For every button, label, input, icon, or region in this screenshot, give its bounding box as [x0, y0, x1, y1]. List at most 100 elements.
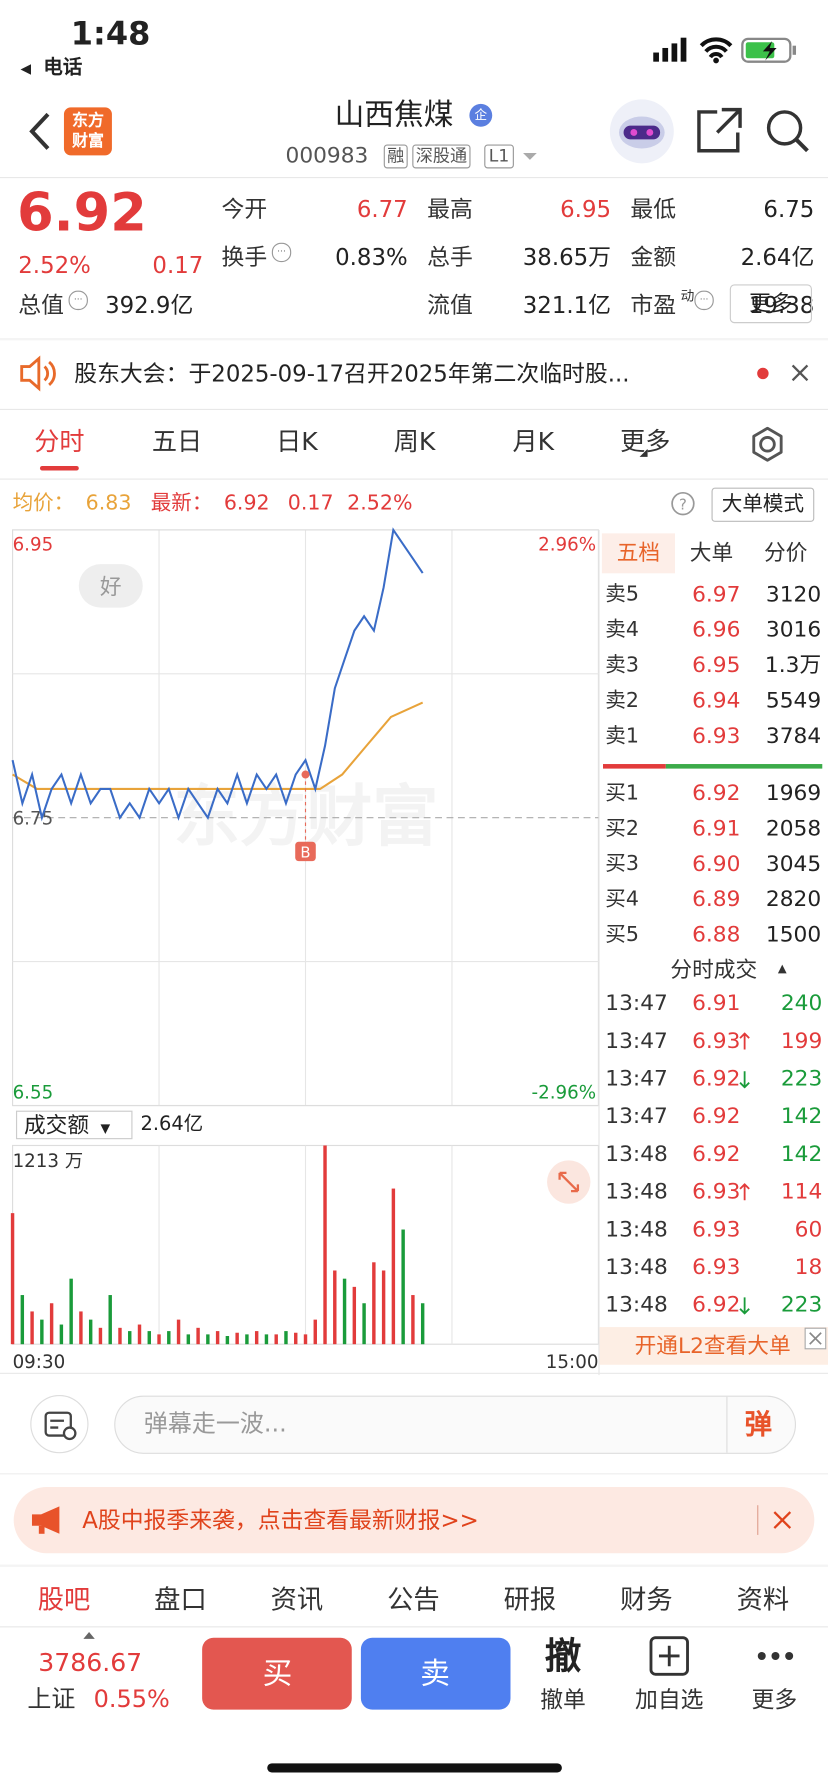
- bottom-tab[interactable]: 财务: [620, 1585, 673, 1616]
- notice-text[interactable]: 股东大会：于2025-09-17召开2025年第二次临时股...: [74, 359, 630, 388]
- avg-price: 6.83: [85, 491, 132, 516]
- volume-bar: [196, 1327, 200, 1345]
- trade-price: 6.93: [692, 1254, 741, 1280]
- chart-tab[interactable]: 更多: [620, 428, 671, 457]
- bottom-tab[interactable]: 资讯: [270, 1585, 324, 1616]
- trade-arrow: [739, 1070, 750, 1089]
- more-text[interactable]: 更多: [751, 1685, 798, 1714]
- volume-bar: [69, 1278, 73, 1345]
- danmu-input[interactable]: [114, 1395, 797, 1454]
- trade-price: 6.93: [692, 1028, 741, 1054]
- level-price: 6.93: [692, 723, 741, 749]
- field-label: 总值: [18, 291, 64, 319]
- tag: 深股通: [412, 144, 471, 169]
- book-tab[interactable]: 分价: [764, 540, 808, 566]
- status-icons: [653, 37, 797, 64]
- speaker-icon: [20, 355, 56, 392]
- banner[interactable]: [13, 1486, 815, 1554]
- danmu-icon[interactable]: [30, 1394, 89, 1454]
- back-arrow: ◀: [20, 60, 32, 77]
- watchlist-icon[interactable]: [649, 1635, 690, 1676]
- x-tick-label: 09:30: [13, 1352, 66, 1373]
- cancel-icon[interactable]: 撤: [544, 1634, 582, 1678]
- trade-time: 13:48: [605, 1216, 668, 1242]
- book-tab[interactable]: 大单: [689, 540, 734, 566]
- volume-bar: [59, 1324, 64, 1345]
- volume-bar: [79, 1311, 83, 1345]
- watchlist-text[interactable]: 加自选: [634, 1685, 704, 1714]
- trade-price: 6.92: [692, 1292, 741, 1318]
- volume-bar: [294, 1332, 298, 1345]
- header-actions[interactable]: [608, 98, 825, 167]
- cancel-text[interactable]: 撤单: [540, 1685, 586, 1714]
- y-tick-label: 6.75: [13, 809, 54, 830]
- stock-code: 000983: [285, 143, 369, 169]
- divider: [0, 1473, 828, 1475]
- trade-time: 13:48: [605, 1141, 668, 1167]
- buy-button[interactable]: [202, 1637, 352, 1710]
- trade-volume: 240: [780, 990, 823, 1016]
- tag: 融: [383, 144, 408, 169]
- badge: 企: [469, 103, 493, 127]
- level-volume: 3784: [765, 723, 822, 749]
- chart-tab[interactable]: 五日: [151, 428, 203, 457]
- level-price: 6.94: [692, 688, 741, 714]
- back-button[interactable]: [23, 108, 57, 154]
- trade-volume: 199: [780, 1028, 823, 1054]
- volume-bar: [333, 1270, 337, 1345]
- volume-bar: [245, 1334, 249, 1345]
- chart-tab[interactable]: 分时: [34, 428, 85, 457]
- placeholder: 弹幕走一波...: [143, 1409, 287, 1438]
- mode-button[interactable]: 大单模式: [711, 487, 815, 522]
- trade-volume: 223: [780, 1066, 823, 1092]
- expand-button[interactable]: [546, 1159, 592, 1205]
- clock: 1:48: [70, 14, 151, 53]
- settings-icon[interactable]: [749, 426, 786, 463]
- bottom-tab[interactable]: 公告: [387, 1585, 440, 1616]
- sell-button[interactable]: [360, 1637, 511, 1710]
- field-value: 38.65万: [522, 243, 612, 271]
- volume-bar: [362, 1303, 366, 1345]
- level-volume: 2058: [765, 816, 822, 842]
- banner-close[interactable]: [772, 1510, 793, 1531]
- bottom-tab[interactable]: 盘口: [154, 1585, 207, 1616]
- bottom-tab[interactable]: 资料: [736, 1585, 790, 1616]
- chart-tab[interactable]: 日K: [276, 428, 318, 457]
- chart-tab[interactable]: 周K: [393, 428, 436, 457]
- x-tick-label: 15:00: [546, 1352, 599, 1373]
- volume-bar: [128, 1331, 132, 1345]
- trade-price: 6.93: [692, 1216, 741, 1242]
- tag: L1: [484, 144, 514, 169]
- field-value: 321.1亿: [522, 291, 612, 319]
- bottom-tab[interactable]: 研报: [503, 1585, 557, 1616]
- volume-bar: [40, 1319, 44, 1345]
- field-label: 市盈: [630, 291, 677, 319]
- banner-text[interactable]: A股中报季来袭，点击查看最新财报>>: [82, 1506, 479, 1534]
- book-tab[interactable]: 五档: [616, 540, 661, 566]
- chart-tab[interactable]: 月K: [512, 428, 555, 457]
- l2-bar[interactable]: [599, 1327, 828, 1365]
- close-icon[interactable]: [804, 1327, 827, 1350]
- danmu-button[interactable]: 弹: [744, 1408, 773, 1441]
- field-value: 2.64亿: [740, 243, 815, 271]
- svg-text:?: ?: [679, 496, 687, 513]
- y-tick-label: 6.95: [13, 534, 54, 555]
- l2-prompt[interactable]: 开通L2查看大单: [634, 1333, 791, 1359]
- caret: ▼: [100, 1120, 111, 1136]
- index-value[interactable]: 3786.67: [38, 1649, 143, 1678]
- more-button[interactable]: 更多: [729, 284, 813, 324]
- trade-volume: 142: [780, 1141, 823, 1167]
- help-icon[interactable]: ?: [670, 491, 695, 516]
- dropdown-icon[interactable]: [522, 151, 538, 162]
- volume-bar: [30, 1311, 34, 1345]
- bottom-tab[interactable]: 股吧: [37, 1585, 91, 1616]
- notice-close[interactable]: [754, 359, 816, 389]
- bubble: 好: [78, 564, 143, 608]
- trade-time: 13:47: [605, 990, 668, 1016]
- volume-selector[interactable]: 成交额 ▼: [15, 1110, 133, 1140]
- tab-underline: [39, 465, 79, 471]
- last-label: 最新：: [150, 491, 213, 516]
- more-icon[interactable]: [756, 1649, 795, 1663]
- volume-bar: [225, 1336, 230, 1345]
